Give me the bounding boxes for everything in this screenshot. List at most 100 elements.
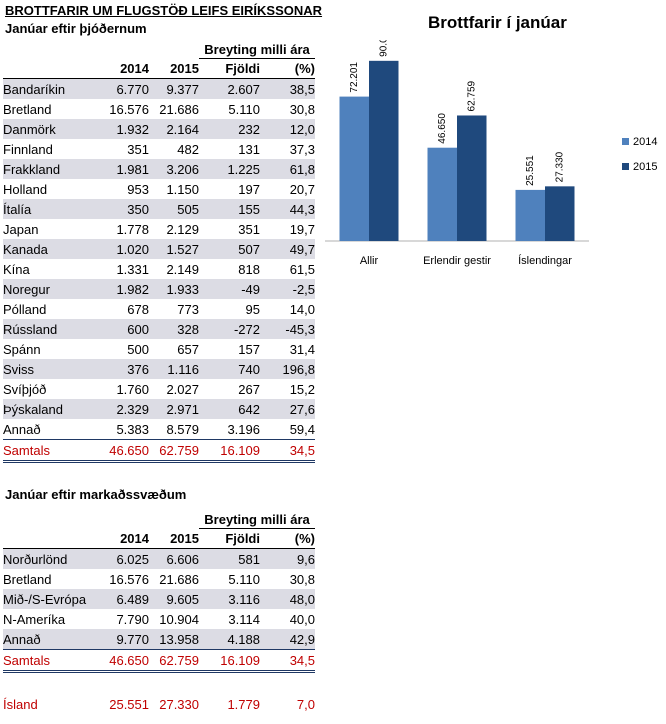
- change-count: 1.225: [199, 159, 260, 179]
- value-2015: 2.129: [166, 221, 199, 237]
- year-2015-header: 2015: [149, 58, 199, 79]
- value-2014: 6.770: [99, 78, 149, 99]
- row-label: Samtals: [3, 439, 99, 463]
- change-count: 197: [238, 181, 260, 197]
- row-label: Samtals: [3, 649, 99, 673]
- table-row: Svíþjóð 1.760 2.027 267 15,2: [3, 379, 315, 399]
- change-count: 740: [199, 359, 260, 379]
- row-label: Þýskaland: [3, 399, 99, 419]
- change-percent: 59,4: [289, 421, 316, 437]
- change-count: 3.114: [228, 611, 260, 627]
- value-2015: 21.686: [159, 101, 199, 117]
- row-label: Spánn: [3, 341, 41, 357]
- table-row: N-Ameríka 7.790 10.904 3.114 40,0: [3, 609, 315, 629]
- table-row: Annað 5.383 8.579 3.196 59,4: [3, 419, 315, 440]
- value-2015: 9.605: [149, 589, 199, 609]
- change-header: Breyting milli ára: [199, 40, 316, 59]
- change-percent: 15,2: [289, 381, 316, 397]
- change-count: 267: [238, 381, 260, 397]
- table-row: Holland 953 1.150 197 20,7: [3, 179, 315, 199]
- data-label: 90.089: [379, 40, 390, 57]
- table-row: Bretland 16.576 21.686 5.110 30,8: [3, 99, 315, 119]
- change-percent: 196,8: [260, 359, 316, 379]
- row-label: Ísland: [3, 696, 38, 712]
- value-2015: 2.971: [149, 399, 199, 419]
- value-2015: 1.933: [149, 279, 199, 299]
- change-count: 818: [238, 261, 260, 277]
- data-label: 27.330: [555, 151, 566, 182]
- year-2015-header: 2015: [149, 528, 199, 549]
- change-count: 3.116: [199, 589, 260, 609]
- value-2014: 1.331: [116, 261, 149, 277]
- value-2014: 1.932: [99, 119, 149, 139]
- value-2015: 21.686: [159, 571, 199, 587]
- value-2014: 953: [127, 181, 149, 197]
- value-2015: 13.958: [149, 629, 199, 650]
- change-percent: 37,3: [289, 141, 316, 157]
- year-2014-header: 2014: [99, 58, 149, 79]
- value-2014: 46.650: [99, 649, 149, 673]
- change-percent: 7,0: [296, 696, 315, 712]
- value-2014: 5.383: [116, 421, 149, 437]
- change-percent: 48,0: [260, 589, 316, 609]
- percent-header: (%): [260, 528, 316, 549]
- table-row: Bandaríkin 6.770 9.377 2.607 38,5: [3, 78, 316, 99]
- change-percent: 20,7: [289, 181, 316, 197]
- row-label: Noregur: [3, 279, 99, 299]
- change-count: 157: [238, 341, 260, 357]
- change-count: -49: [199, 279, 260, 299]
- bar-chart: 72.201 90.089 Allir 46.650 62.759 Erlendir ge…: [325, 40, 657, 267]
- change-count: 351: [238, 221, 260, 237]
- table-row: Norðurlönd 6.025 6.606 581 9,6: [3, 548, 316, 569]
- row-label: Frakkland: [3, 159, 99, 179]
- value-2014: 500: [127, 341, 149, 357]
- legend-swatch-2014: [622, 138, 629, 145]
- row-label: Annað: [3, 629, 99, 650]
- row-label: Mið-/S-Evrópa: [3, 589, 99, 609]
- bar-2015-0: [369, 60, 399, 242]
- value-2014: 7.790: [116, 611, 149, 627]
- value-2014: 25.551: [109, 696, 149, 712]
- value-2014: 6.025: [99, 548, 149, 569]
- row-label: Rússland: [3, 319, 99, 339]
- value-2014: 678: [127, 301, 149, 317]
- table-row: Annað 9.770 13.958 4.188 42,9: [3, 629, 316, 650]
- change-count: 3.196: [227, 421, 260, 437]
- change-percent: -45,3: [260, 319, 316, 339]
- row-label: Bretland: [3, 571, 52, 587]
- value-2014: 376: [99, 359, 149, 379]
- change-percent: 12,0: [260, 119, 316, 139]
- x-tick-label: Íslendingar: [518, 254, 572, 267]
- row-label: Sviss: [3, 359, 99, 379]
- change-percent: 30,8: [289, 101, 316, 117]
- iceland-table: Ísland 25.551 27.330 1.779 7,0: [3, 694, 315, 714]
- change-percent: 19,7: [289, 221, 316, 237]
- table-row: Finnland 351 482 131 37,3: [3, 139, 315, 159]
- row-label: Norðurlönd: [3, 548, 99, 569]
- change-percent: 27,6: [260, 399, 316, 419]
- change-percent: 30,8: [289, 571, 316, 587]
- data-label: 46.650: [437, 113, 448, 144]
- change-count: 16.109: [199, 439, 260, 463]
- row-label: Kína: [3, 261, 30, 277]
- chart-title: Brottfarir í janúar: [428, 13, 567, 32]
- value-2015: 328: [149, 319, 199, 339]
- year-2014-header: 2014: [99, 528, 149, 549]
- bar-2014-0: [339, 96, 369, 242]
- value-2014: 350: [99, 199, 149, 219]
- count-header: Fjöldi: [199, 528, 260, 549]
- value-2015: 62.759: [149, 439, 199, 463]
- change-percent: 61,8: [260, 159, 316, 179]
- legend-label-2014: 2014: [633, 136, 657, 148]
- table-row: Bretland 16.576 21.686 5.110 30,8: [3, 569, 315, 589]
- bar-2015-1: [457, 115, 487, 241]
- table-row: Sviss 376 1.116 740 196,8: [3, 359, 316, 379]
- market-table: Breyting milli ára 2014 2015 Fjöldi (%) …: [3, 510, 316, 673]
- value-2015: 9.377: [149, 78, 199, 99]
- change-count: 5.110: [228, 101, 260, 117]
- change-header: Breyting milli ára: [199, 510, 316, 529]
- table-row: Frakkland 1.981 3.206 1.225 61,8: [3, 159, 316, 179]
- row-label: Pólland: [3, 301, 47, 317]
- change-percent: 14,0: [289, 301, 316, 317]
- data-label: 62.759: [467, 80, 478, 111]
